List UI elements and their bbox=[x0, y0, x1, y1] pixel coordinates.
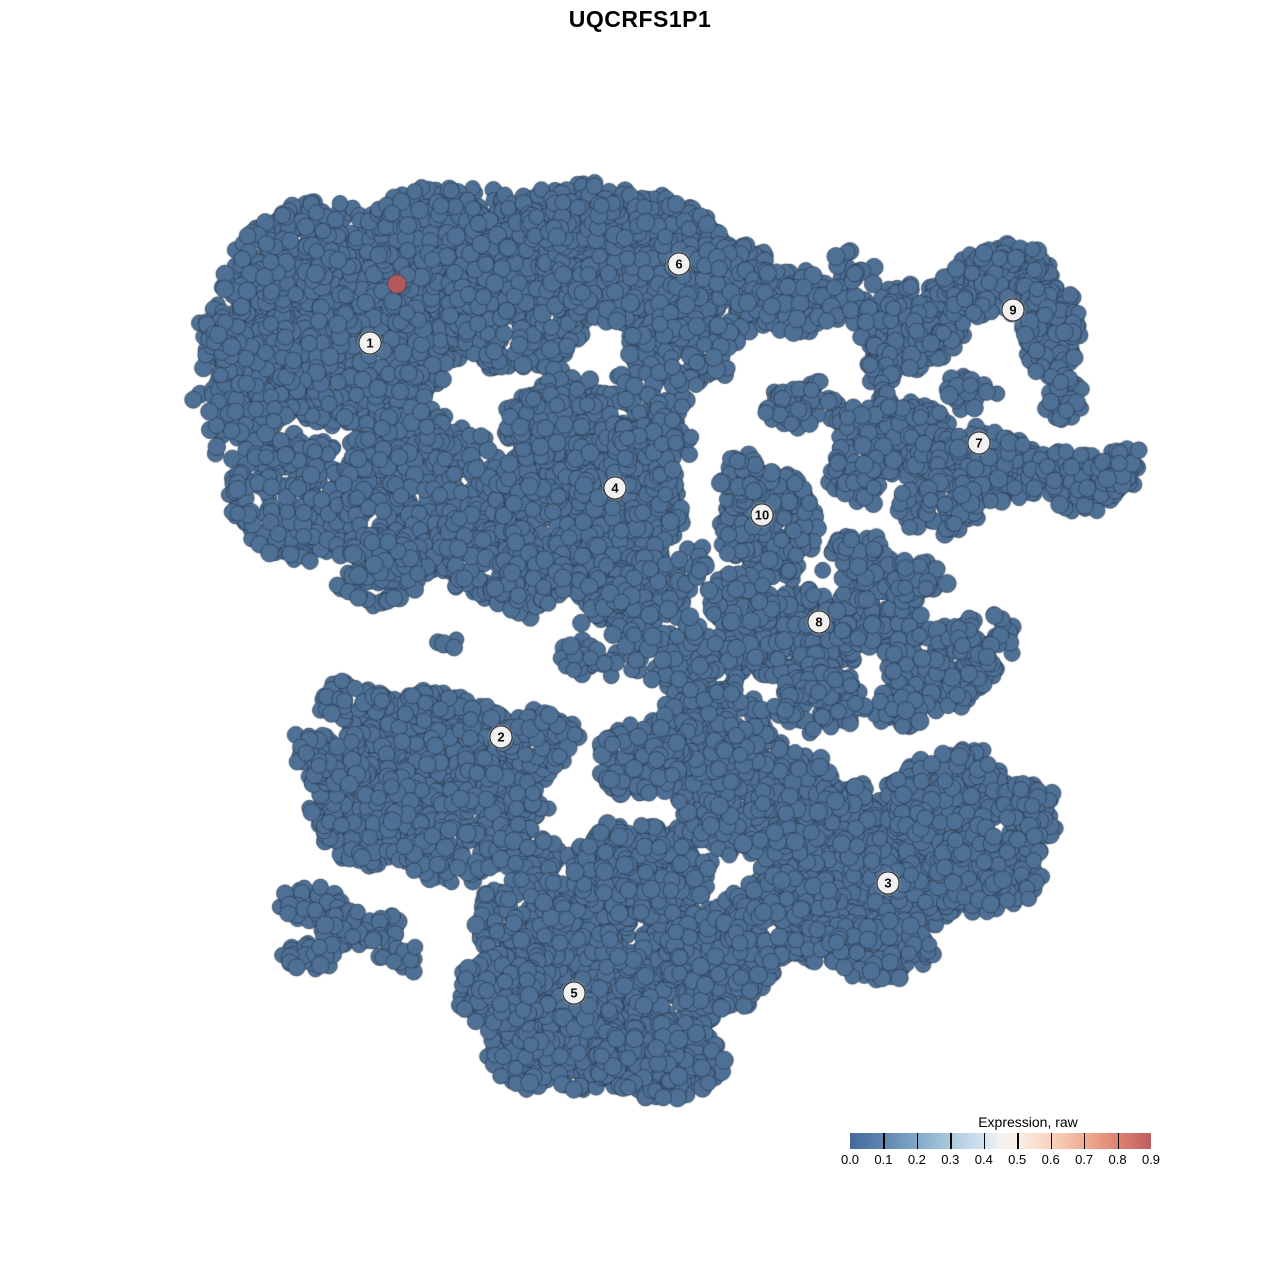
cluster-label-4: 4 bbox=[603, 476, 627, 500]
legend-tick-label-0.9: 0.9 bbox=[1141, 1152, 1161, 1167]
legend-tick-label-0.6: 0.6 bbox=[1041, 1152, 1060, 1167]
legend-tick-label-0.5: 0.5 bbox=[1008, 1152, 1027, 1167]
cluster-label-10: 10 bbox=[750, 503, 774, 527]
legend-colorbar bbox=[850, 1133, 1151, 1149]
legend-title: Expression, raw bbox=[978, 1114, 1078, 1130]
legend-tick-label-0.1: 0.1 bbox=[874, 1152, 893, 1167]
legend-tick-label-0.0: 0.0 bbox=[840, 1152, 860, 1167]
cluster-label-6: 6 bbox=[667, 252, 691, 276]
legend-tick-line bbox=[883, 1133, 885, 1149]
cluster-label-2: 2 bbox=[489, 725, 513, 749]
legend-tick-line bbox=[1117, 1133, 1119, 1149]
legend-tick-label-0.2: 0.2 bbox=[907, 1152, 926, 1167]
cluster-label-3: 3 bbox=[876, 871, 900, 895]
legend-tick-label-0.3: 0.3 bbox=[941, 1152, 960, 1167]
legend-tick-label-0.8: 0.8 bbox=[1108, 1152, 1127, 1167]
legend-tick-line bbox=[916, 1133, 919, 1149]
legend-tick-label-0.7: 0.7 bbox=[1075, 1152, 1094, 1167]
legend-tick-line bbox=[1050, 1133, 1052, 1149]
cluster-label-9: 9 bbox=[1001, 298, 1025, 322]
cluster-label-7: 7 bbox=[967, 431, 991, 455]
legend-tick-line bbox=[983, 1133, 986, 1149]
legend-tick-line bbox=[1084, 1133, 1086, 1149]
cluster-label-1: 1 bbox=[358, 331, 382, 355]
legend-tick-line bbox=[1017, 1133, 1019, 1149]
cluster-label-8: 8 bbox=[807, 610, 831, 634]
legend-tick-line bbox=[950, 1133, 952, 1149]
legend-tick-label-0.4: 0.4 bbox=[974, 1152, 993, 1167]
cluster-label-5: 5 bbox=[562, 981, 586, 1005]
